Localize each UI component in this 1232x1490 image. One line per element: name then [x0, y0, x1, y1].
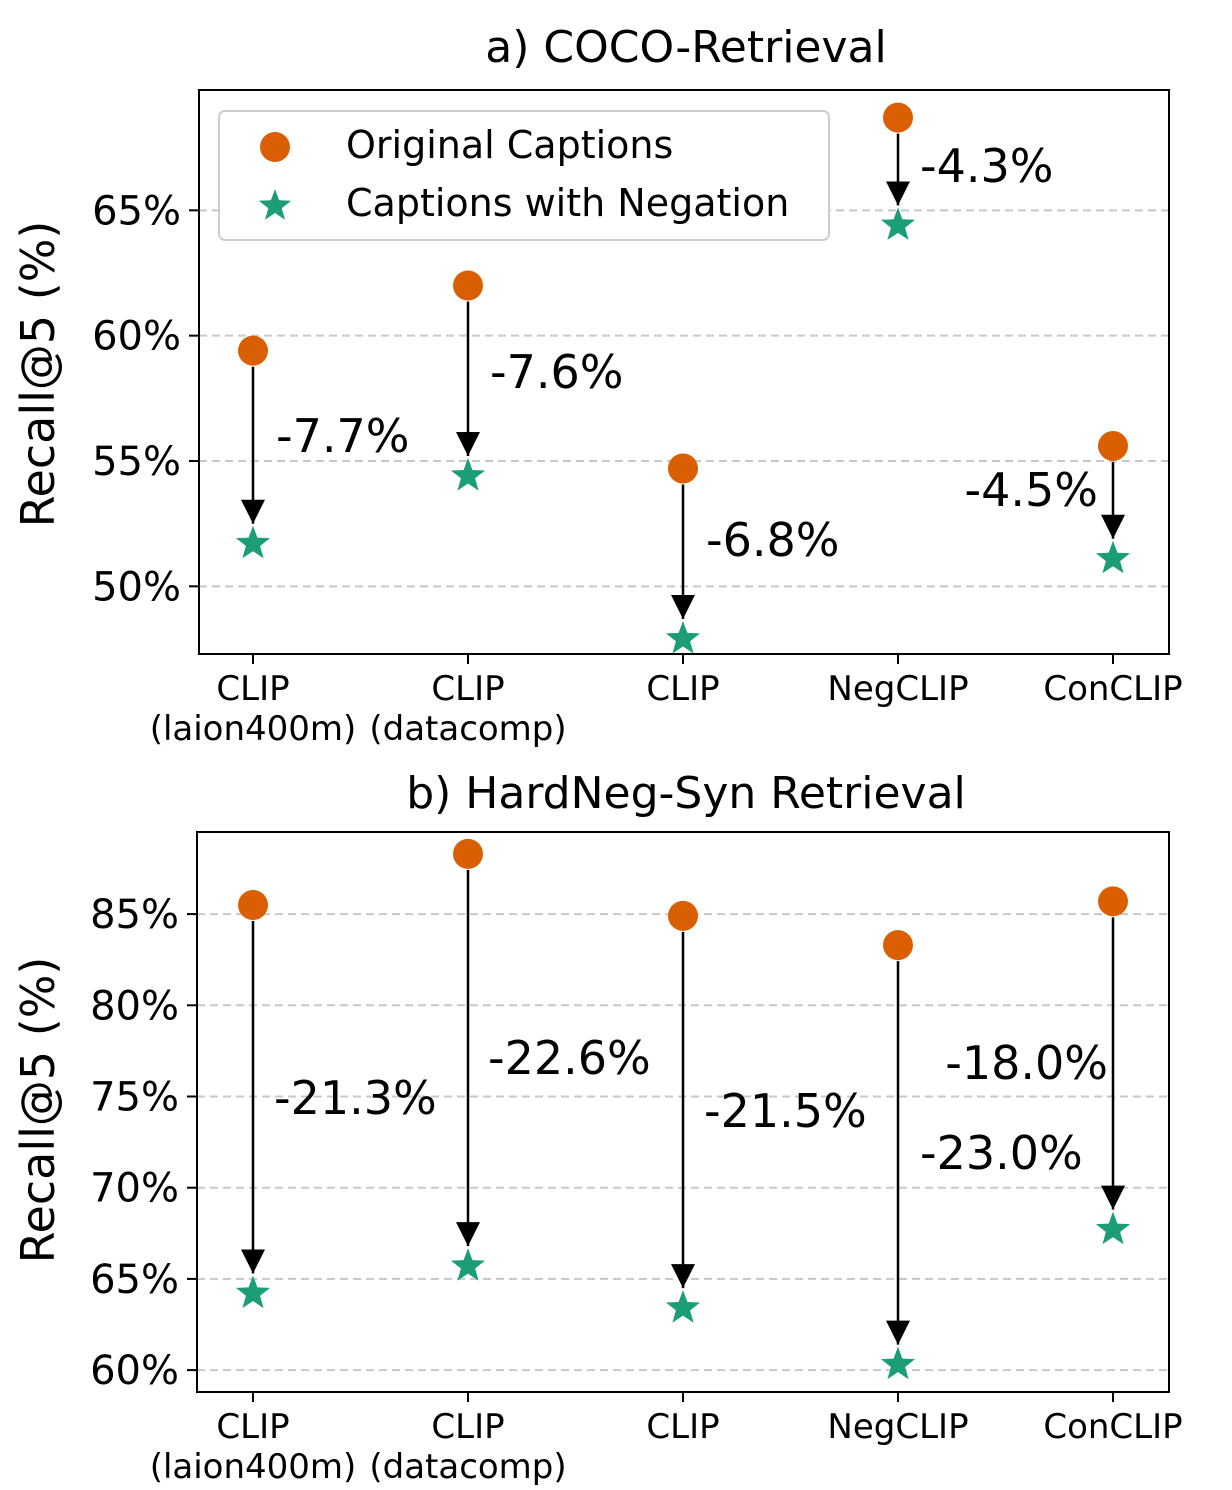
negation-caption-point — [1095, 1211, 1131, 1245]
panel-a-y-ticks: 50% 55% 60% 65% — [92, 188, 199, 610]
panel-b-plot-frame — [196, 831, 1170, 1393]
negation-caption-point — [1095, 540, 1131, 574]
panel-b-title: b) HardNeg-Syn Retrieval — [406, 768, 966, 819]
y-tick-label: 75% — [90, 1074, 179, 1120]
x-tick-label: CLIP — [431, 1407, 504, 1447]
x-tick-label: (datacomp) — [369, 709, 566, 749]
negation-caption-point — [665, 1290, 701, 1323]
delta-label: -22.6% — [488, 1031, 651, 1085]
delta-label: -7.7% — [276, 409, 409, 463]
x-tick-label: ConCLIP — [1043, 1407, 1182, 1447]
legend-negation-marker — [258, 189, 292, 220]
panel-b-arrows — [241, 869, 1125, 1345]
y-tick-label: 55% — [92, 439, 181, 485]
panel-a-arrows — [241, 133, 1125, 619]
negation-caption-point — [235, 1275, 271, 1309]
delta-label: -21.3% — [274, 1071, 437, 1125]
panel-a-plot-frame — [198, 89, 1170, 655]
original-caption-point — [453, 270, 483, 301]
legend-negation-label: Captions with Negation — [346, 181, 789, 225]
delta-label: -18.0% — [945, 1036, 1108, 1090]
original-caption-point — [883, 930, 913, 961]
negation-caption-point — [450, 458, 486, 491]
panel-b-delta-labels: -21.3% -22.6% -21.5% -23.0% -18.0% — [274, 1031, 1108, 1180]
negation-caption-point — [880, 1346, 916, 1380]
y-tick-label: 85% — [90, 892, 179, 938]
y-tick-label: 80% — [90, 983, 179, 1029]
panel-b-hardneg-syn-retrieval: b) HardNeg-Syn Retrieval Recall@5 (%) 60… — [11, 768, 1183, 1487]
delta-label: -6.8% — [706, 513, 839, 567]
x-tick-label: ConCLIP — [1043, 669, 1182, 709]
original-caption-point — [1098, 430, 1128, 461]
legend-original-marker — [260, 132, 290, 162]
x-tick-label: CLIP — [216, 1407, 289, 1447]
y-tick-label: 65% — [90, 1257, 179, 1303]
x-tick-label: (laion400m) — [150, 709, 357, 749]
negation-caption-point — [450, 1248, 486, 1281]
delta-label: -21.5% — [704, 1084, 867, 1138]
panel-a-delta-labels: -7.7% -7.6% -6.8% -4.3% -4.5% — [276, 139, 1098, 567]
x-tick-label: CLIP — [646, 669, 719, 709]
panel-b-y-axis-label: Recall@5 (%) — [11, 957, 65, 1264]
panel-a-markers — [235, 102, 1131, 654]
delta-label: -7.6% — [490, 345, 623, 399]
original-caption-point — [883, 102, 913, 133]
x-tick-label: (datacomp) — [369, 1447, 566, 1487]
panel-b-y-ticks: 60% 65% 70% 75% 80% 85% — [90, 892, 197, 1394]
panel-b-x-ticks: CLIP(laion400m)CLIP(datacomp)CLIP NegCLIP… — [150, 1392, 1183, 1487]
x-tick-label: NegCLIP — [827, 1407, 968, 1447]
x-tick-label: CLIP — [216, 669, 289, 709]
delta-label: -4.3% — [920, 139, 1053, 193]
panel-a-y-axis-label: Recall@5 (%) — [11, 221, 65, 528]
panel-a-coco-retrieval: a) COCO-Retrieval Recall@5 (%) 50% 55% 60%… — [11, 22, 1183, 749]
negation-caption-point — [880, 207, 916, 240]
original-caption-point — [453, 838, 483, 869]
delta-label: -4.5% — [965, 463, 1098, 517]
y-tick-label: 60% — [90, 1348, 179, 1394]
original-caption-point — [668, 900, 698, 931]
y-tick-label: 60% — [92, 314, 181, 360]
y-tick-label: 50% — [92, 564, 181, 610]
x-tick-label: CLIP — [646, 1407, 719, 1447]
delta-label: -23.0% — [920, 1126, 1083, 1180]
legend: Original Captions Captions with Negation — [218, 110, 830, 241]
panel-a-x-ticks: CLIP(laion400m)CLIP(datacomp)CLIP NegCLIP… — [150, 654, 1183, 749]
original-caption-point — [668, 453, 698, 484]
original-caption-point — [1098, 886, 1128, 917]
panel-a-title: a) COCO-Retrieval — [485, 22, 886, 73]
original-caption-point — [238, 889, 268, 920]
panel-b-markers — [235, 838, 1131, 1380]
negation-caption-point — [665, 621, 701, 654]
legend-original-label: Original Captions — [346, 123, 673, 167]
x-tick-label: (laion400m) — [150, 1447, 357, 1487]
y-tick-label: 70% — [90, 1166, 179, 1212]
legend-box — [218, 110, 830, 241]
negation-caption-point — [235, 525, 271, 559]
original-caption-point — [238, 335, 268, 366]
y-tick-label: 65% — [92, 188, 181, 234]
x-tick-label: NegCLIP — [827, 669, 968, 709]
x-tick-label: CLIP — [431, 669, 504, 709]
